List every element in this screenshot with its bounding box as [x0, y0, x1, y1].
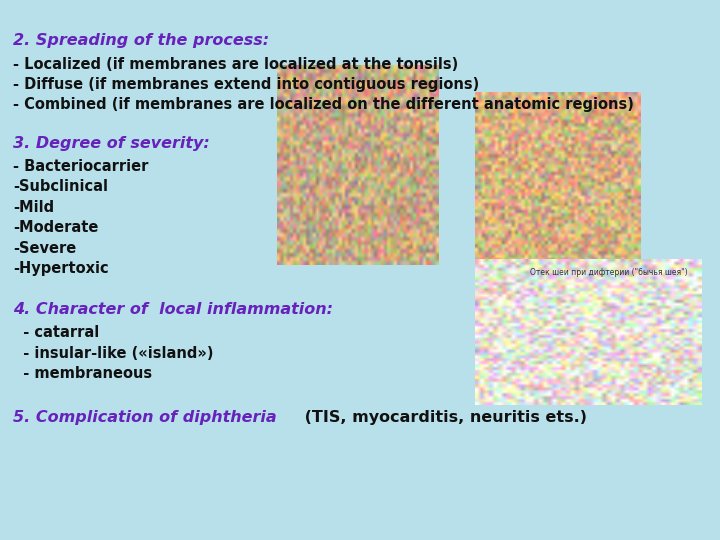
Text: - Diffuse (if membranes extend into contiguous regions): - Diffuse (if membranes extend into cont… — [13, 77, 480, 92]
Text: -Hypertoxic: -Hypertoxic — [13, 261, 109, 276]
Text: -Severe: -Severe — [13, 241, 76, 256]
Text: - membraneous: - membraneous — [13, 366, 152, 381]
Text: - catarral: - catarral — [13, 325, 99, 340]
Text: 2. Spreading of the process:: 2. Spreading of the process: — [13, 33, 269, 49]
Text: 3. Degree of severity:: 3. Degree of severity: — [13, 136, 210, 151]
Text: -Moderate: -Moderate — [13, 220, 99, 235]
Text: 4. Character of  local inflammation:: 4. Character of local inflammation: — [13, 302, 333, 318]
Text: Отек шеи при дифтерии ("бычья шея"): Отек шеи при дифтерии ("бычья шея") — [530, 268, 687, 278]
Text: - insular-like («island»): - insular-like («island») — [13, 346, 213, 361]
Text: - Localized (if membranes are localized at the tonsils): - Localized (if membranes are localized … — [13, 57, 458, 72]
Text: (TIS, myocarditis, neuritis ets.): (TIS, myocarditis, neuritis ets.) — [299, 410, 587, 426]
Text: 5. Complication of diphtheria: 5. Complication of diphtheria — [13, 410, 276, 426]
Text: - Bacteriocarrier: - Bacteriocarrier — [13, 159, 148, 174]
Text: -Mild: -Mild — [13, 200, 54, 215]
Text: - Combined (if membranes are localized on the different anatomic regions): - Combined (if membranes are localized o… — [13, 97, 634, 112]
Text: -Subclinical: -Subclinical — [13, 179, 108, 194]
